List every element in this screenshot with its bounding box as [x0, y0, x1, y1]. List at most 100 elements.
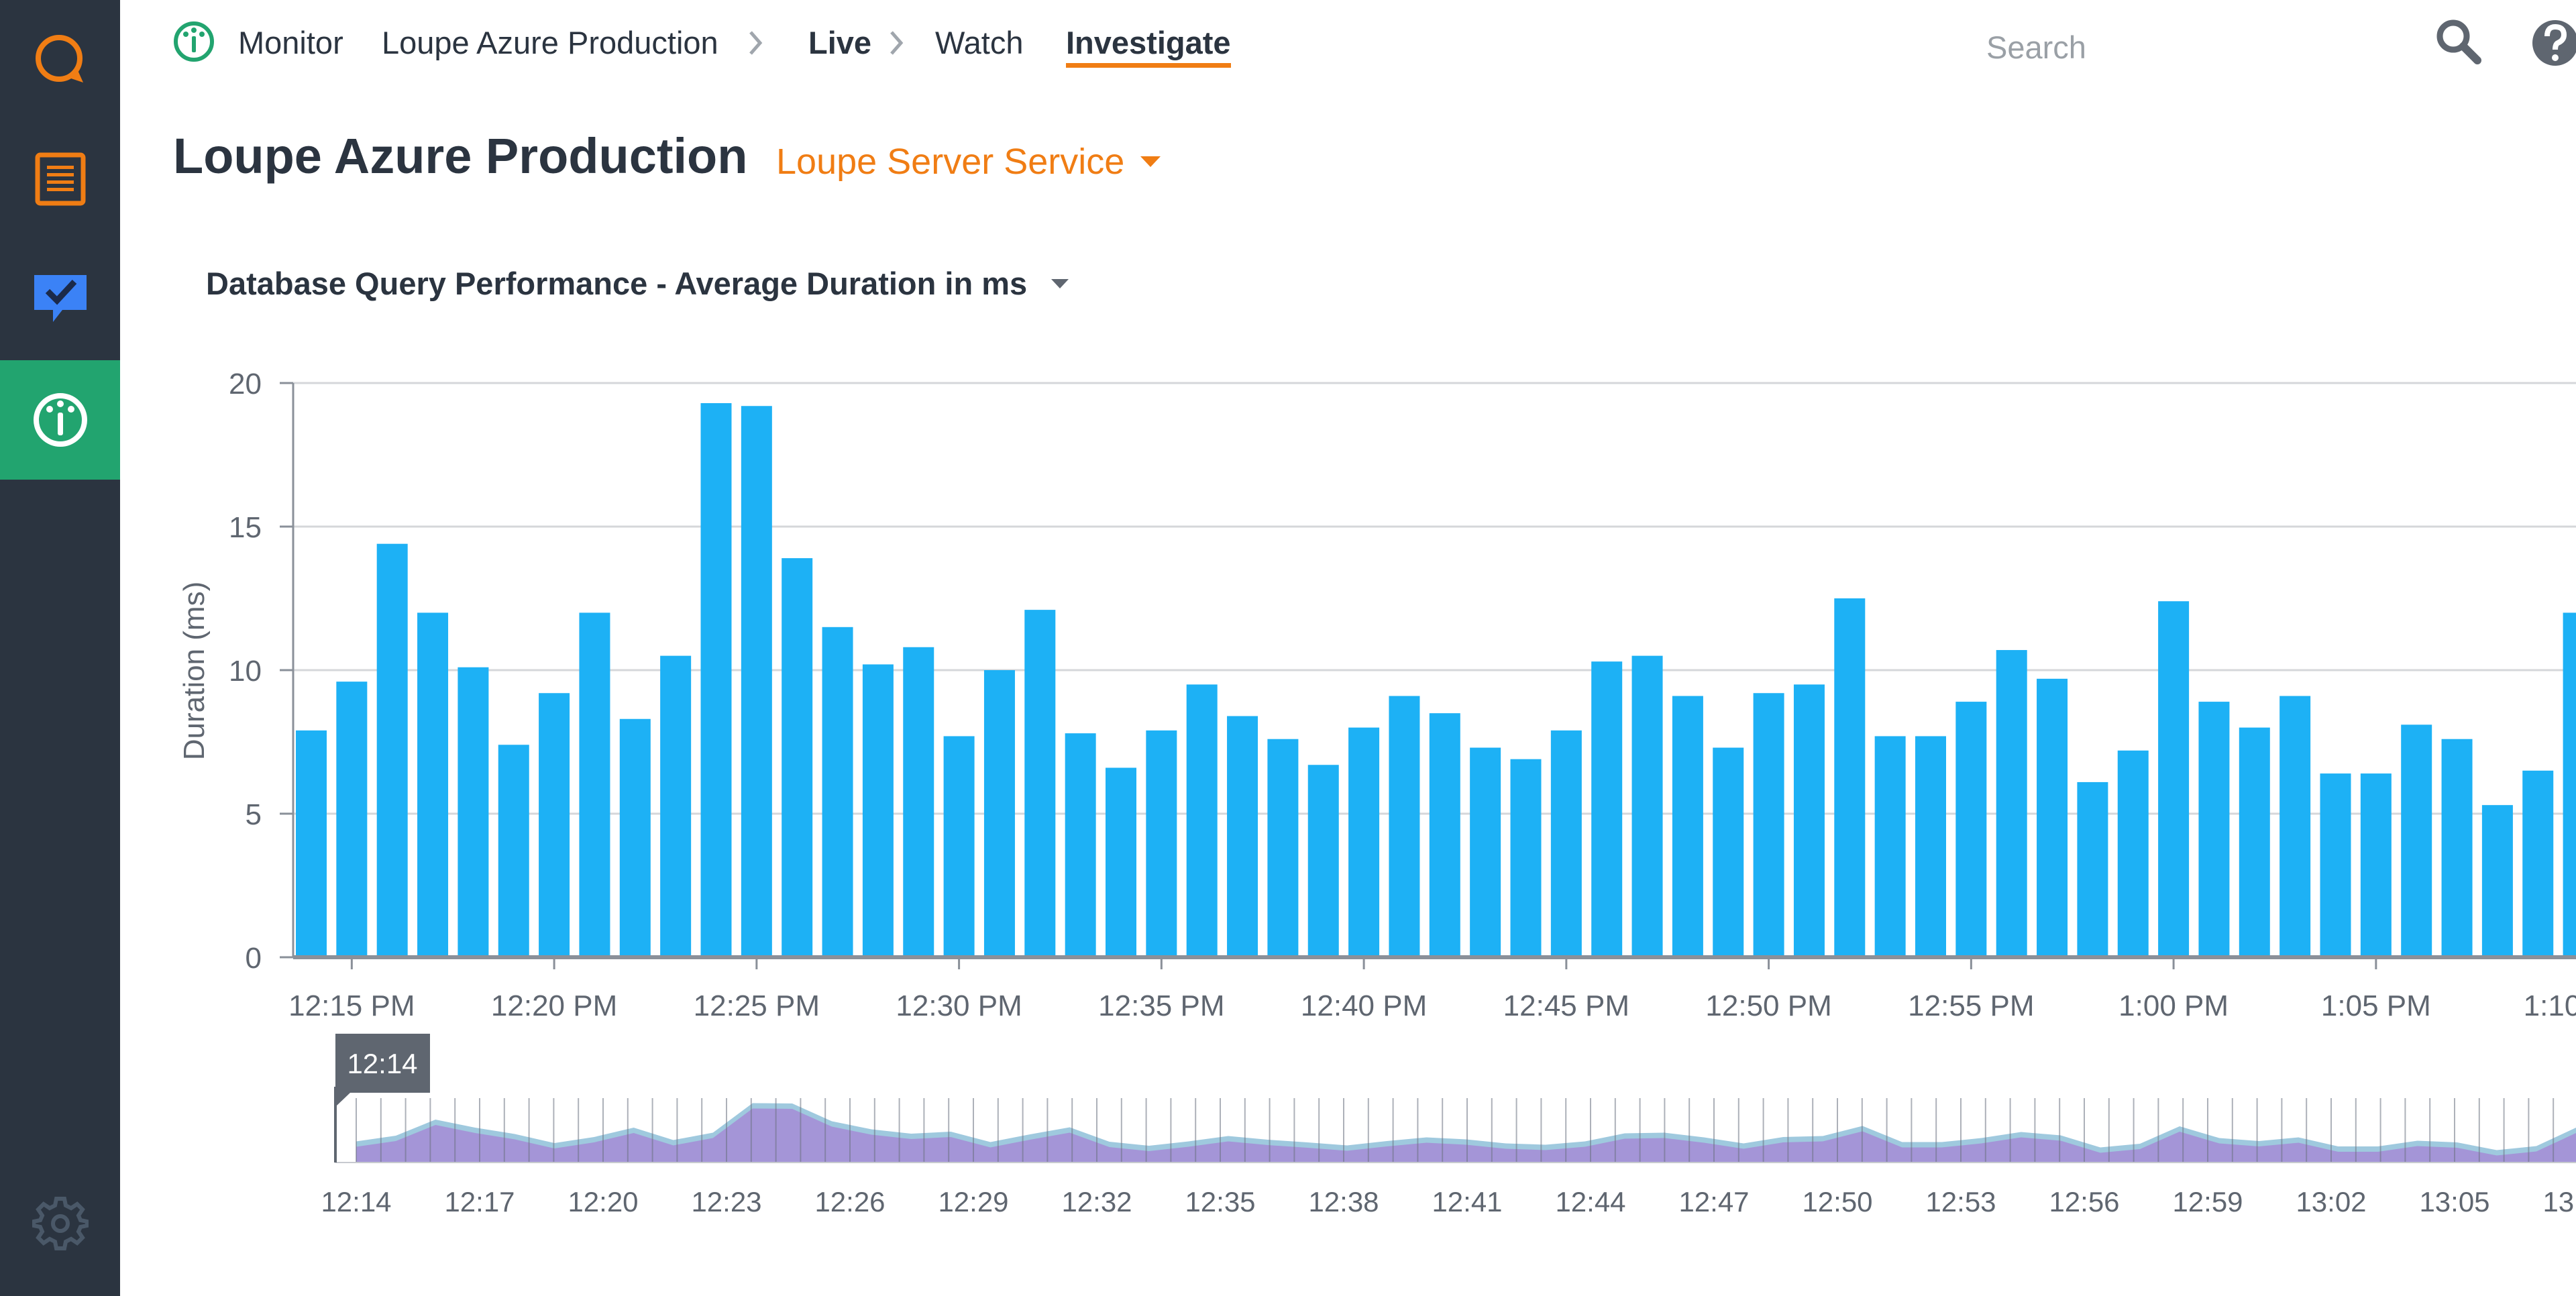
overview-tick-label: 13:08	[2542, 1186, 2576, 1218]
bar	[1146, 730, 1177, 957]
y-tick-label: 10	[229, 655, 262, 688]
bar	[2360, 773, 2392, 957]
breadcrumb-watch[interactable]: Watch	[935, 25, 1024, 60]
x-tick-label: 1:00 PM	[2118, 989, 2229, 1022]
bar	[1227, 716, 1258, 957]
settings-button[interactable]	[0, 1163, 120, 1285]
bar	[700, 402, 732, 957]
breadcrumb-monitor[interactable]: Monitor	[238, 25, 343, 60]
page-title: Loupe Azure Production	[173, 128, 748, 184]
bar	[741, 406, 772, 957]
search-icon[interactable]	[2432, 15, 2485, 68]
bar	[1996, 650, 2027, 957]
bar	[1753, 693, 1784, 957]
circle-logo-icon	[35, 35, 83, 83]
overview-tick-label: 13:02	[2296, 1186, 2366, 1218]
breadcrumb-investigate[interactable]: Investigate	[1066, 23, 1231, 68]
overview-tick-label: 12:41	[1432, 1186, 1502, 1218]
x-tick-label: 12:55 PM	[1908, 989, 2034, 1022]
bar	[2279, 696, 2311, 957]
overview-tick-label: 12:44	[1555, 1186, 1625, 1218]
bar	[1106, 767, 1136, 957]
sidebar-item-reviews[interactable]	[0, 239, 120, 358]
overview-tick-label: 12:20	[568, 1186, 638, 1218]
bar	[539, 693, 570, 957]
bar	[2522, 770, 2554, 957]
x-tick-label: 1:10 PM	[2524, 989, 2576, 1022]
overview-tick-label: 12:14	[321, 1186, 391, 1218]
bar	[1267, 739, 1299, 957]
search-input[interactable]	[1985, 23, 2457, 71]
bar	[1348, 727, 1380, 957]
bar	[822, 627, 853, 957]
x-tick-label: 12:50 PM	[1705, 989, 1831, 1022]
bar	[1186, 684, 1218, 957]
bar	[2198, 702, 2230, 957]
bar	[417, 612, 449, 957]
bar	[1672, 696, 1703, 957]
sidebar-item-home[interactable]	[0, 0, 120, 119]
bar	[1389, 696, 1420, 957]
overview-area-primary	[356, 1108, 2576, 1163]
gear-icon	[32, 1197, 89, 1250]
overview-tick-label: 12:26	[814, 1186, 885, 1218]
overview-tick-label: 12:53	[1925, 1186, 1996, 1218]
x-tick-label: 12:35 PM	[1098, 989, 1224, 1022]
x-tick-label: 12:20 PM	[491, 989, 617, 1022]
bar	[2441, 739, 2473, 957]
bar	[336, 682, 368, 957]
bar	[862, 664, 894, 957]
y-tick-label: 5	[246, 798, 262, 831]
bar	[1713, 747, 1744, 957]
overview-tick-label: 12:47	[1678, 1186, 1749, 1218]
y-tick-label: 20	[229, 368, 262, 400]
chevron-right-icon	[890, 31, 904, 55]
bar	[2077, 781, 2108, 957]
x-tick-label: 12:40 PM	[1301, 989, 1427, 1022]
chart-title: Database Query Performance - Average Dur…	[206, 266, 1028, 301]
bar	[1429, 713, 1460, 957]
y-axis-label: Duration (ms)	[178, 582, 211, 761]
breadcrumb-loupe-azure-production[interactable]: Loupe Azure Production	[382, 25, 718, 60]
breadcrumb-live[interactable]: Live	[808, 25, 872, 60]
bar	[1510, 759, 1542, 957]
overview-tick-label: 12:23	[691, 1186, 761, 1218]
bar	[903, 647, 934, 957]
bar	[1955, 702, 1987, 957]
bar	[376, 543, 408, 957]
bar	[619, 718, 651, 957]
bar	[1470, 747, 1501, 957]
bar	[498, 745, 529, 957]
bar	[2563, 612, 2576, 957]
bar	[1307, 765, 1339, 957]
bar	[1065, 733, 1096, 957]
top-navigation: Monitor Loupe Azure Production Live Watc…	[120, 0, 2576, 87]
bar	[2320, 773, 2351, 957]
chevron-down-icon	[1051, 278, 1069, 288]
x-tick-label: 12:25 PM	[694, 989, 820, 1022]
service-dropdown-label: Loupe Server Service	[776, 142, 1125, 182]
service-dropdown[interactable]: Loupe Server Service	[776, 141, 1162, 182]
help-icon[interactable]	[2528, 16, 2576, 70]
bar	[2158, 601, 2190, 957]
bar	[1915, 736, 1946, 957]
bar	[579, 612, 610, 957]
overview-tick-label: 13:05	[2419, 1186, 2489, 1218]
sidebar-item-monitor[interactable]	[0, 360, 120, 480]
overview-handle-pointer	[335, 1093, 350, 1107]
sidebar-item-documents[interactable]	[0, 119, 120, 239]
overview-tick-label: 12:29	[938, 1186, 1008, 1218]
bar	[1631, 655, 1663, 957]
bar	[943, 736, 975, 957]
bar	[1874, 736, 1906, 957]
bar	[1834, 598, 1866, 957]
checkmark-chat-icon	[34, 275, 87, 322]
bar	[2037, 678, 2068, 957]
chevron-down-icon	[1140, 156, 1161, 167]
monitor-logo-icon	[174, 21, 214, 62]
overview-tick-label: 12:56	[2049, 1186, 2119, 1218]
bar	[782, 558, 813, 957]
bar	[2239, 727, 2270, 957]
chart-metric-dropdown[interactable]: Database Query Performance - Average Dur…	[206, 265, 1070, 302]
